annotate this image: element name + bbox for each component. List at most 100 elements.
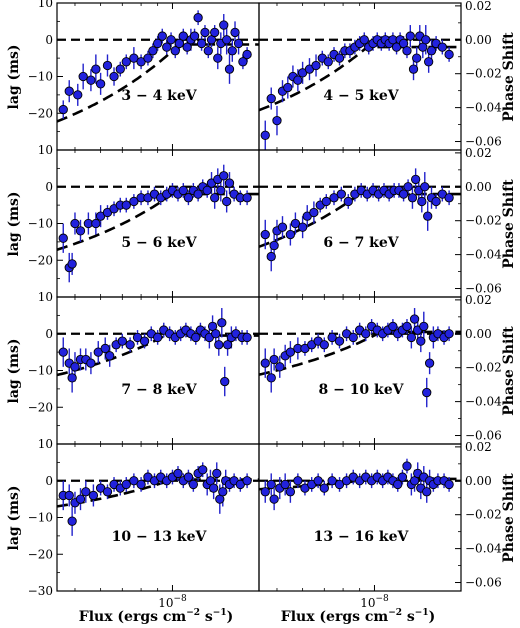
data-point [260,130,270,140]
data-point [272,115,282,126]
data-point [343,196,353,207]
fit-curve [57,43,259,123]
data-point [188,479,198,490]
panel-plot-area [259,308,461,408]
data-point [212,468,222,479]
data-point [70,218,80,229]
data-point [189,31,200,41]
data-point [86,75,96,85]
data-point [336,189,346,199]
data-point [410,174,421,185]
data-point [174,38,184,49]
data-point [437,42,447,52]
data-point [419,321,429,332]
data-point [224,178,235,188]
data-point [402,46,412,56]
data-point [129,53,139,63]
data-point [64,490,74,501]
y-tick-label-lag: 10 [38,437,53,451]
data-point [266,251,276,262]
data-point [67,373,77,383]
y-axis-title-right: Phase Shift [501,32,517,122]
data-point [198,465,208,475]
y-tick-label-phase: −0.02 [465,508,502,522]
data-point [219,20,229,30]
data-point [266,93,276,104]
panel-plot-area [259,458,461,511]
data-point [211,329,221,339]
data-point [102,60,113,71]
data-point [327,476,337,486]
data-point [407,193,418,203]
y-tick-label-phase: −0.04 [465,248,502,262]
data-point [417,196,427,207]
data-point [200,27,210,38]
data-point [88,490,99,501]
y-axis-title-left: lag (ms) [6,45,22,110]
data-point [58,233,68,243]
data-point [153,332,163,343]
data-point [293,75,303,85]
data-point [95,79,106,89]
y-tick-label-phase: 0.02 [465,146,492,160]
data-point [403,182,413,192]
fit-curve [57,192,259,251]
y-tick-label-lag: −20 [28,106,53,120]
x-axis-title-left: Flux (ergs cm−2 s−1) [79,608,233,625]
data-point [170,46,180,56]
data-point [402,321,412,332]
data-point [224,64,235,74]
data-point [64,86,74,96]
data-point [210,27,220,38]
data-point [313,476,323,486]
data-point [359,35,369,45]
data-point [182,42,192,52]
data-point [412,53,422,63]
y-axis-title-left: lag (ms) [6,339,22,404]
data-point [100,343,110,354]
data-point [416,336,426,346]
data-point [216,185,226,196]
data-point [323,57,333,67]
y-tick-label-lag: −20 [28,253,53,267]
y-tick-label-lag: 0 [45,474,53,488]
x-tick-exponent: −8 [173,594,187,604]
data-point [319,483,329,493]
data-point [214,340,224,350]
panel-energy-label: 6 − 7 keV [323,235,399,251]
data-point [409,314,420,324]
data-point [242,193,252,203]
data-point [143,53,153,63]
data-point [260,487,270,497]
data-point [319,340,329,350]
data-point [334,336,345,346]
data-point [421,35,431,45]
data-point [444,329,454,339]
data-point [242,49,252,60]
data-point [285,347,296,357]
y-tick-label-phase: −0.06 [465,135,502,149]
y-tick-label-lag: −30 [28,584,53,598]
y-axis-title-right: Phase Shift [501,473,517,563]
data-point [293,476,303,486]
data-point [217,318,227,328]
data-point [260,358,270,368]
y-tick-label-lag: 10 [38,143,53,157]
data-point [397,472,408,482]
y-tick-label-phase: 0.00 [465,180,492,194]
data-point [420,182,430,192]
data-point [285,229,296,240]
data-point [75,494,86,504]
data-point [393,479,403,490]
data-point [153,38,163,49]
data-point [213,53,223,63]
data-point [297,222,308,232]
data-point [398,189,409,199]
x-tick-exponent: −8 [375,594,389,604]
data-point [408,64,419,74]
y-tick-label-phase: 0.02 [465,293,492,307]
data-point [109,71,119,82]
